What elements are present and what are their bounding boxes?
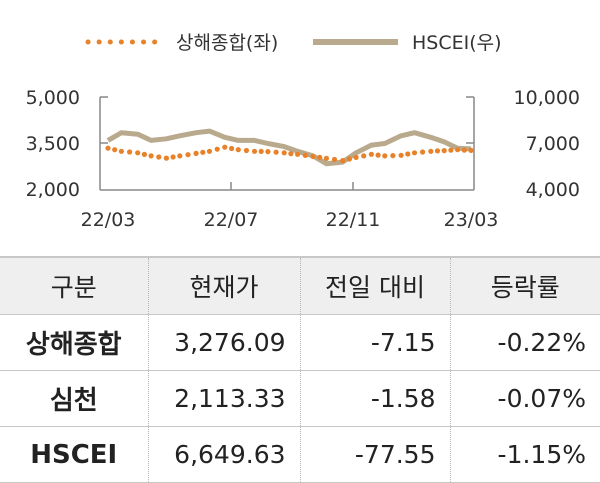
series-point-shanghai [323, 155, 329, 161]
current-price: 6,649.63 [147, 426, 300, 483]
series-dot-shanghai [405, 151, 411, 157]
series-dot-shanghai [112, 147, 118, 153]
index-name: 심천 [0, 370, 148, 427]
change-rate: -0.22% [449, 314, 600, 371]
series-point-shanghai [163, 155, 169, 161]
series-point-shanghai [222, 144, 228, 150]
chart-canvas: 상해종합(좌) HSCEI(우) 5,000 3,500 2,000 10,00… [26, 32, 580, 231]
series-point-shanghai [193, 150, 199, 156]
series-dot-shanghai [200, 149, 206, 155]
series-point-shanghai [265, 149, 271, 155]
legend-label-shanghai: 상해종합(좌) [176, 32, 278, 54]
legend-label-hscei: HSCEI(우) [412, 32, 502, 54]
right-y-tick-label: 7,000 [526, 133, 580, 155]
series-point-shanghai [135, 150, 141, 156]
series-point-shanghai [455, 147, 461, 153]
series-dot-shanghai [361, 153, 367, 159]
index-name: HSCEI [0, 426, 148, 483]
series-layer [105, 128, 474, 167]
series-dot-shanghai [185, 152, 191, 158]
right-y-tick-label: 4,000 [526, 179, 580, 201]
x-tick-label: 22/11 [326, 209, 381, 231]
series-dot-shanghai [461, 147, 467, 153]
series-point-shanghai [177, 153, 183, 159]
table-row: 상해종합 3,276.09 -7.15 -0.22% [0, 314, 600, 371]
table-header-row: 구분 현재가 전일 대비 등락률 [0, 256, 600, 315]
series-point-shanghai [340, 158, 346, 164]
series-point-shanghai [441, 148, 447, 154]
series-point-shanghai [235, 147, 241, 153]
change-rate: -0.07% [449, 370, 600, 427]
left-y-tick-label: 2,000 [26, 179, 80, 201]
column-header-category: 구분 [0, 256, 148, 315]
day-change: -77.55 [299, 426, 450, 483]
series-dot-shanghai [448, 147, 454, 153]
series-dot-shanghai [346, 156, 352, 162]
series-dot-shanghai [127, 149, 133, 155]
series-dot-shanghai [214, 146, 220, 152]
series-point-shanghai [118, 148, 124, 154]
series-point-shanghai [105, 145, 111, 151]
day-change: -1.58 [299, 370, 450, 427]
series-point-shanghai [251, 148, 258, 154]
series-dot-shanghai [243, 147, 249, 154]
series-dot-shanghai [434, 148, 441, 154]
quote-table: 구분 현재가 전일 대비 등락률 상해종합 3,276.09 -7.15 -0.… [0, 256, 600, 483]
x-tick-label: 22/07 [204, 209, 259, 231]
change-rate: -1.15% [449, 426, 600, 483]
right-y-tick-label: 10,000 [514, 87, 580, 109]
series-point-shanghai [206, 148, 213, 154]
left-y-tick-label: 5,000 [26, 87, 80, 109]
series-point-shanghai [148, 153, 154, 159]
series-point-shanghai [281, 150, 287, 156]
x-tick-label: 23/03 [444, 209, 499, 231]
column-header-change: 전일 대비 [299, 256, 450, 315]
series-point-shanghai [310, 153, 316, 160]
series-dot-shanghai [273, 149, 279, 155]
series-dot-shanghai [258, 148, 264, 154]
left-y-tick-label: 3,500 [26, 133, 80, 155]
series-point-shanghai [382, 153, 388, 159]
series-line-hscei [106, 128, 472, 167]
series-point-shanghai [353, 154, 359, 160]
column-header-price: 현재가 [147, 256, 300, 315]
table-row: 심천 2,113.33 -1.58 -0.07% [0, 370, 600, 427]
series-dot-shanghai [156, 154, 162, 160]
series-dot-shanghai [229, 145, 235, 152]
series-dot-shanghai [331, 156, 338, 163]
series-point-shanghai [411, 150, 418, 156]
series-point-shanghai [468, 147, 474, 153]
day-change: -7.15 [299, 314, 450, 371]
series-dot-shanghai [390, 153, 396, 159]
series-dot-shanghai [317, 154, 323, 160]
series-point-shanghai [295, 151, 301, 157]
series-point-shanghai [428, 148, 434, 154]
legend: 상해종합(좌) HSCEI(우) [85, 32, 502, 54]
series-dot-shanghai [302, 152, 308, 158]
series-point-shanghai [368, 151, 374, 157]
column-header-rate: 등락률 [449, 256, 600, 315]
current-price: 2,113.33 [147, 370, 300, 427]
series-dot-shanghai [375, 152, 381, 158]
x-tick-label: 22/03 [81, 209, 136, 231]
current-price: 3,276.09 [147, 314, 300, 371]
index-name: 상해종합 [0, 314, 148, 371]
series-dot-shanghai [141, 151, 147, 157]
series-dot-shanghai [420, 149, 426, 155]
series-point-shanghai [398, 152, 404, 158]
series-dot-shanghai [170, 154, 176, 160]
index-chart: 상해종합(좌) HSCEI(우) 5,000 3,500 2,000 10,00… [26, 32, 580, 231]
table-row: HSCEI 6,649.63 -77.55 -1.15% [0, 426, 600, 483]
series-dot-shanghai [288, 151, 294, 157]
